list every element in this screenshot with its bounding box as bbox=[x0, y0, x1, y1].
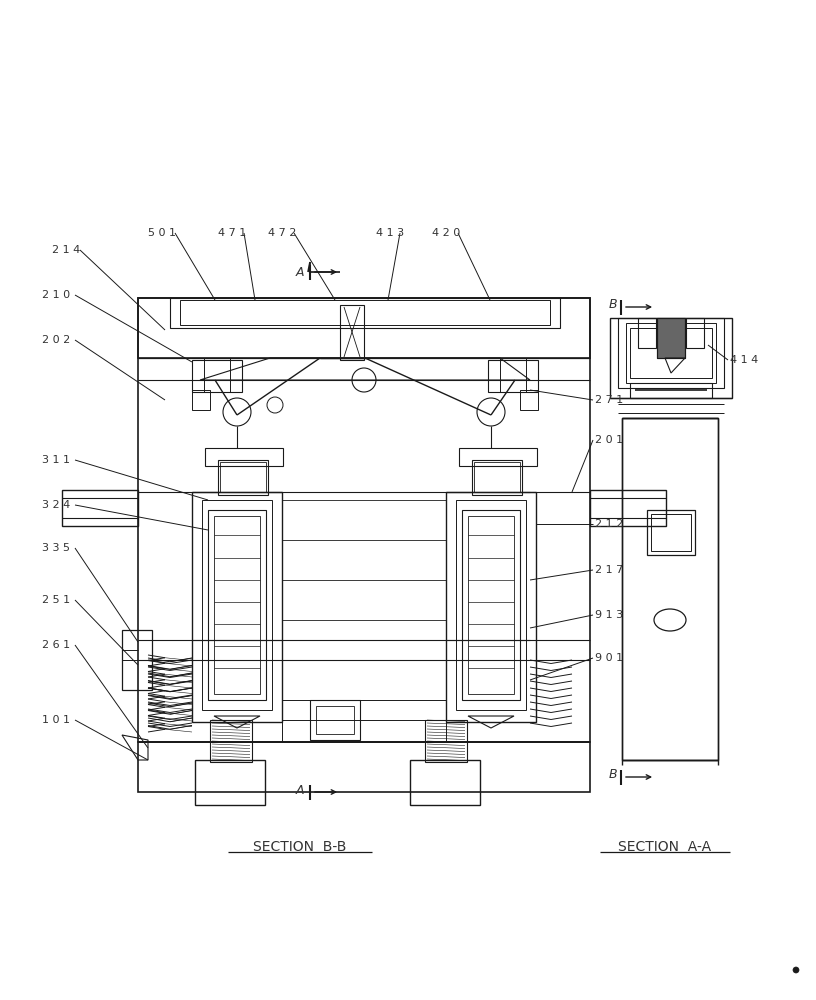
Bar bbox=[590, 490, 666, 526]
Text: 1 0 1: 1 0 1 bbox=[42, 715, 70, 725]
Bar bbox=[472, 460, 522, 495]
Bar bbox=[62, 490, 138, 526]
Bar bbox=[622, 418, 718, 760]
Bar bbox=[340, 305, 364, 360]
Text: 3 1 1: 3 1 1 bbox=[42, 455, 70, 465]
Text: B: B bbox=[609, 298, 617, 312]
Bar bbox=[214, 516, 260, 694]
Bar bbox=[425, 720, 467, 762]
Text: SECTION  B-B: SECTION B-B bbox=[253, 840, 347, 854]
Text: 2 1 7: 2 1 7 bbox=[595, 565, 623, 575]
Bar bbox=[630, 328, 712, 378]
Bar bbox=[468, 516, 514, 694]
Text: 5 0 1: 5 0 1 bbox=[148, 228, 176, 238]
Bar bbox=[316, 706, 354, 734]
Text: 3 3 5: 3 3 5 bbox=[42, 543, 70, 553]
Bar bbox=[180, 300, 550, 325]
Bar bbox=[195, 760, 265, 805]
Text: B: B bbox=[609, 768, 617, 782]
Text: 2 5 1: 2 5 1 bbox=[42, 595, 70, 605]
Text: 2 0 2: 2 0 2 bbox=[42, 335, 70, 345]
Bar bbox=[205, 448, 283, 466]
Bar bbox=[462, 510, 520, 700]
Text: 9 0 1: 9 0 1 bbox=[595, 653, 623, 663]
Bar bbox=[610, 318, 732, 398]
Text: 2 1 2: 2 1 2 bbox=[595, 519, 623, 529]
Bar bbox=[192, 360, 242, 392]
Text: A: A bbox=[295, 265, 304, 278]
Bar bbox=[647, 510, 695, 555]
Bar bbox=[310, 700, 360, 740]
Bar bbox=[456, 500, 526, 710]
Bar bbox=[657, 318, 685, 358]
Text: A: A bbox=[295, 784, 304, 796]
Bar bbox=[192, 390, 210, 410]
Text: 4 2 0: 4 2 0 bbox=[432, 228, 460, 238]
Bar bbox=[618, 318, 724, 388]
Bar bbox=[686, 318, 704, 348]
Text: 2 1 4: 2 1 4 bbox=[52, 245, 80, 255]
Bar bbox=[138, 742, 590, 792]
Bar bbox=[138, 298, 590, 358]
Text: 2 7 1: 2 7 1 bbox=[595, 395, 623, 405]
Text: 9 1 3: 9 1 3 bbox=[595, 610, 623, 620]
Bar bbox=[638, 318, 656, 348]
Bar bbox=[170, 298, 560, 328]
Text: 3 2 4: 3 2 4 bbox=[42, 500, 70, 510]
Bar bbox=[202, 500, 272, 710]
Bar bbox=[210, 720, 252, 762]
Text: 2 0 1: 2 0 1 bbox=[595, 435, 623, 445]
Bar bbox=[657, 318, 685, 358]
Text: SECTION  A-A: SECTION A-A bbox=[619, 840, 712, 854]
Text: 2 1 0: 2 1 0 bbox=[42, 290, 70, 300]
Bar bbox=[622, 418, 718, 760]
Bar bbox=[220, 462, 266, 492]
Bar bbox=[446, 492, 536, 722]
Text: 4 1 3: 4 1 3 bbox=[376, 228, 404, 238]
Bar bbox=[630, 383, 712, 398]
Bar bbox=[459, 448, 537, 466]
Text: 4 7 2: 4 7 2 bbox=[268, 228, 296, 238]
Bar bbox=[520, 390, 538, 410]
Bar bbox=[218, 460, 268, 495]
Bar bbox=[192, 492, 282, 722]
Bar bbox=[626, 323, 716, 383]
Text: 2 6 1: 2 6 1 bbox=[42, 640, 70, 650]
Circle shape bbox=[793, 967, 799, 973]
Bar bbox=[474, 462, 520, 492]
Text: 4 1 4: 4 1 4 bbox=[730, 355, 758, 365]
Bar bbox=[410, 760, 480, 805]
Bar bbox=[138, 298, 590, 742]
Bar bbox=[488, 360, 538, 392]
Bar bbox=[122, 630, 152, 690]
Bar bbox=[208, 510, 266, 700]
Text: 4 7 1: 4 7 1 bbox=[218, 228, 246, 238]
Bar bbox=[651, 514, 691, 551]
